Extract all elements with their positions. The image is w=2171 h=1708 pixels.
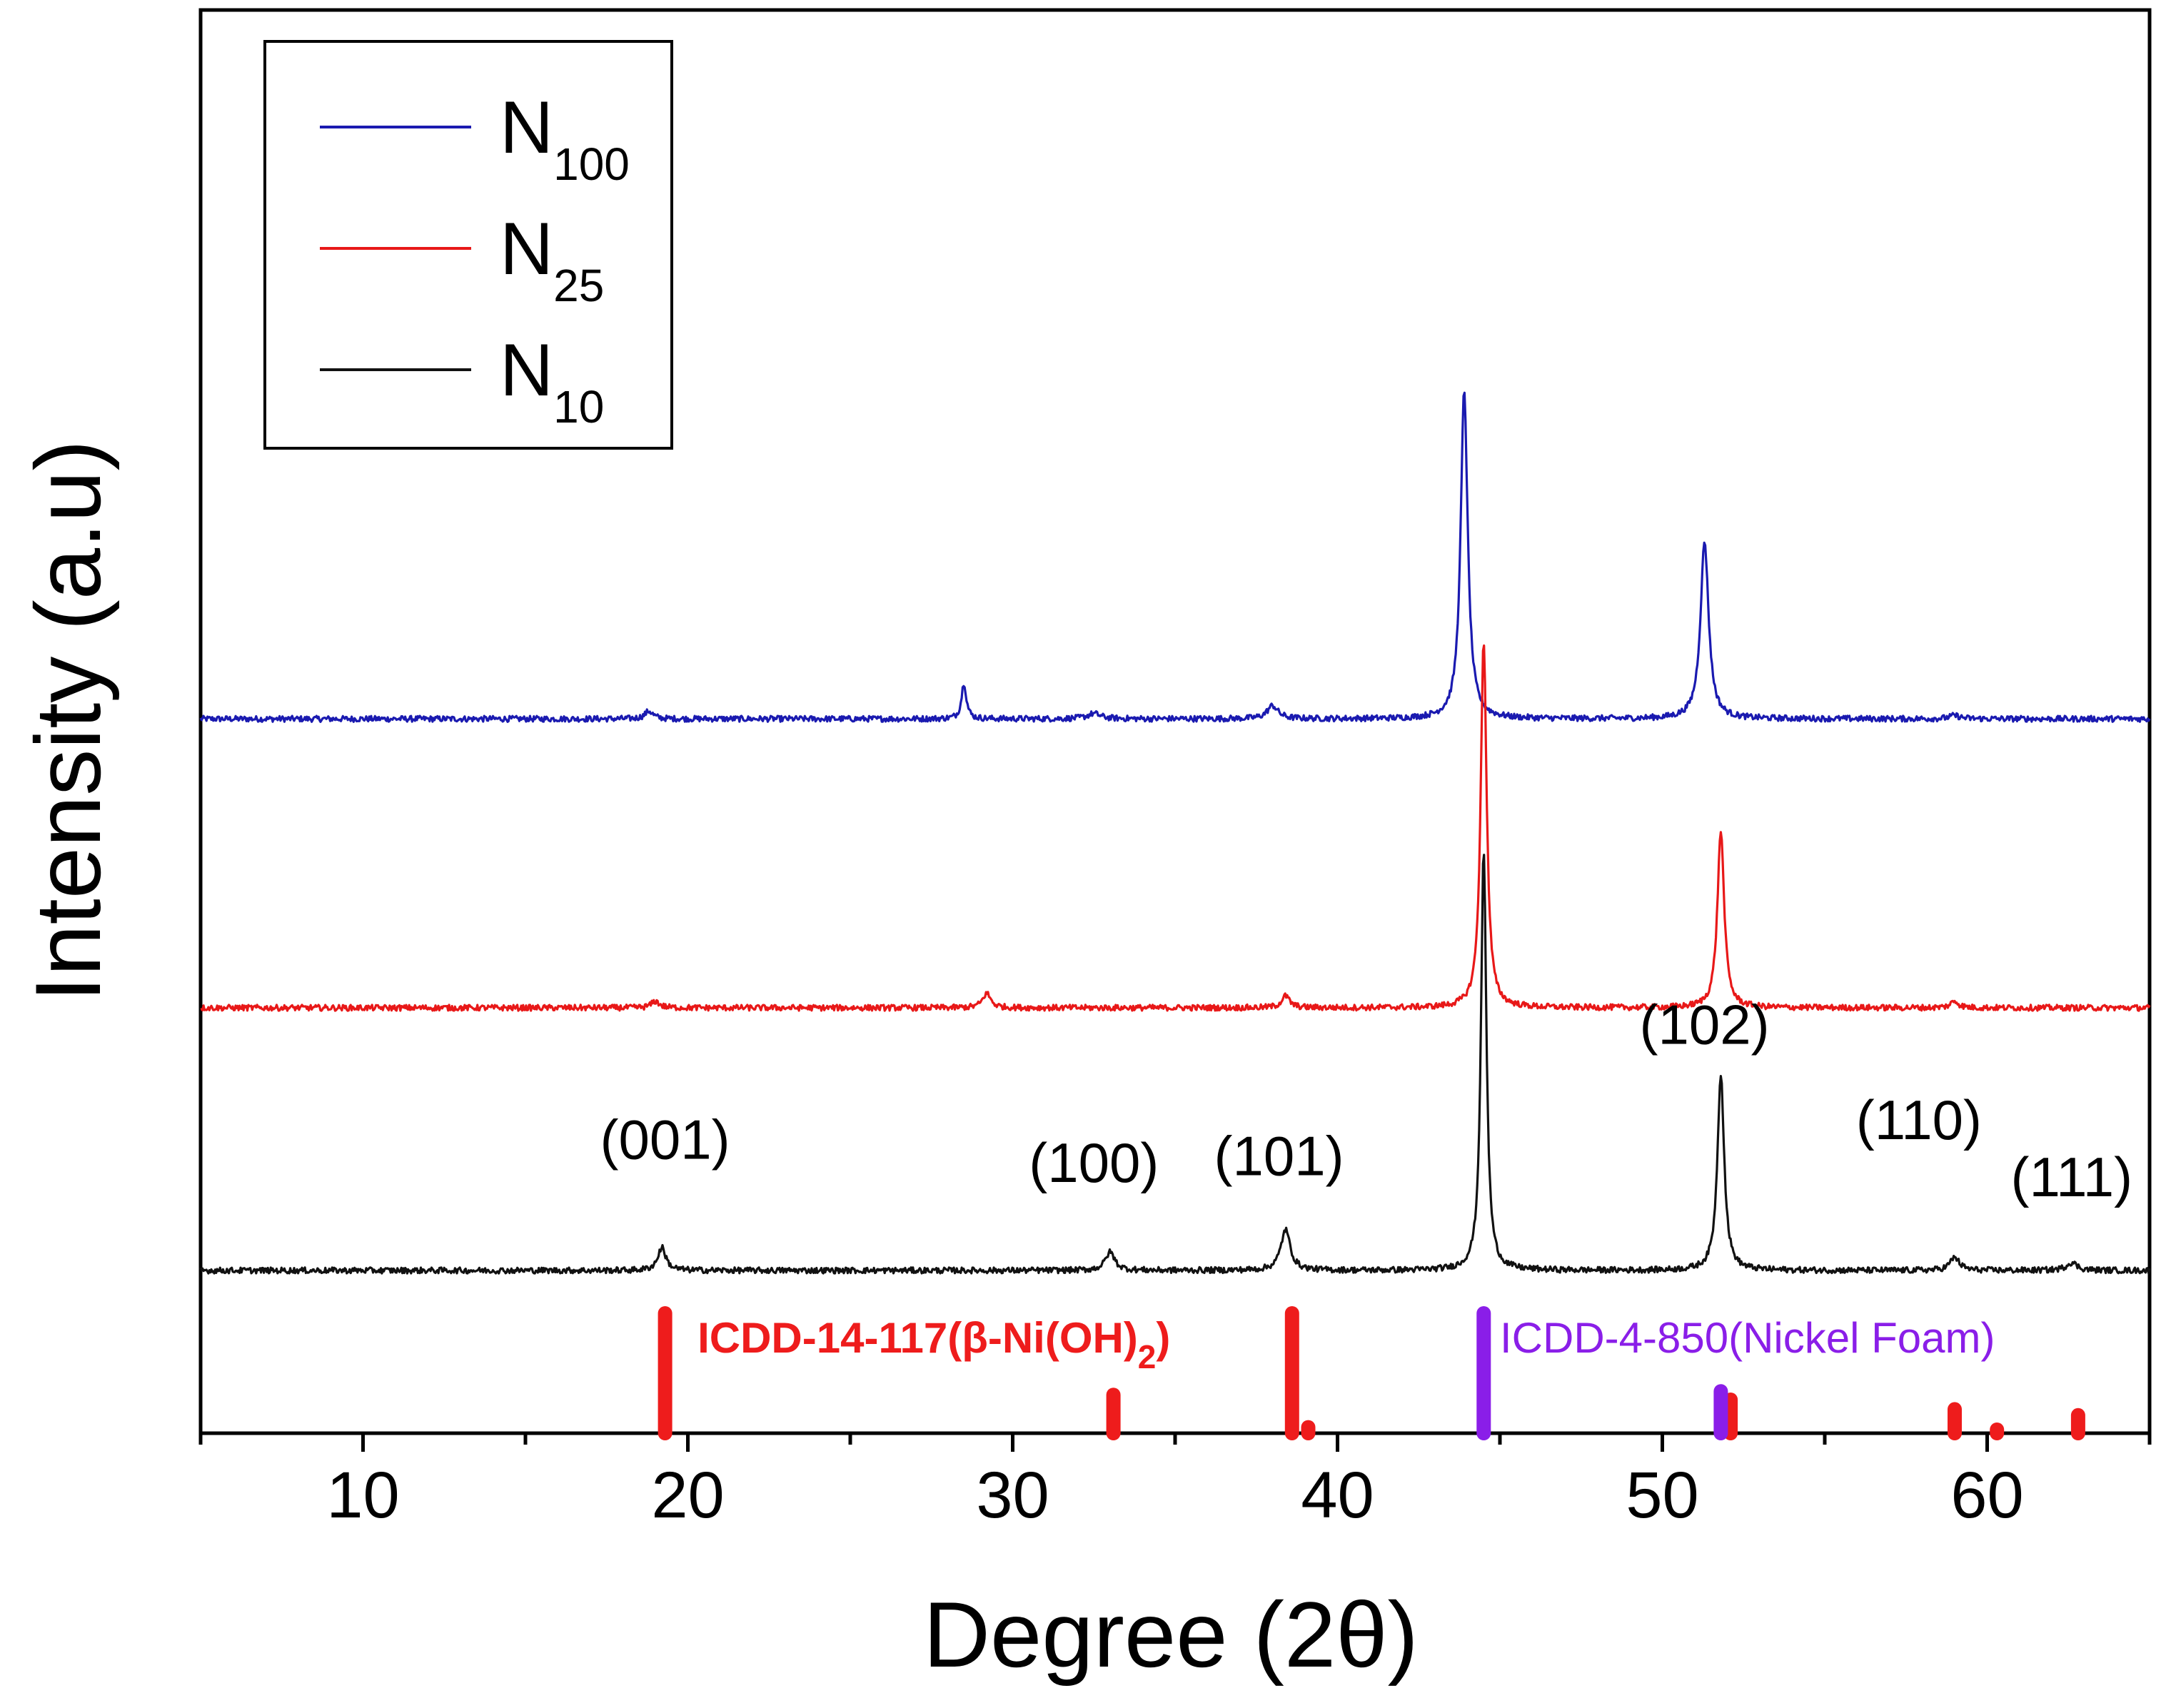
- legend-label-main: N: [500, 208, 553, 290]
- peak-annotations: (001) (100) (101) (102) (110) (111): [600, 994, 2133, 1208]
- reference-label-subscript: 2: [1138, 1338, 1157, 1375]
- series-line-n10: [199, 854, 2151, 1275]
- legend-item-n25: N25: [320, 208, 604, 311]
- peak-annotation: (101): [1214, 1125, 1344, 1188]
- reference-label-close: ): [1156, 1314, 1170, 1362]
- x-axis-ticks: [198, 1433, 2152, 1452]
- legend-item-n100: N100: [320, 86, 630, 190]
- peak-annotation: (001): [600, 1108, 730, 1171]
- legend-label-subscript: 100: [553, 138, 630, 190]
- reference-label-icdd-4-850: ICDD-4-850(Nickel Foam): [1500, 1314, 1995, 1362]
- x-tick-label: 60: [1950, 1459, 2023, 1532]
- x-tick-label: 10: [326, 1459, 399, 1532]
- reference-label-icdd-14-117: ICDD-14-117(β-Ni(OH)2): [697, 1314, 1170, 1375]
- peak-annotation: (102): [1640, 994, 1770, 1056]
- x-axis-tick-labels: 10 20 30 40 50 60: [326, 1459, 2023, 1532]
- legend-label-main: N: [500, 329, 553, 412]
- peak-annotation: (100): [1029, 1131, 1159, 1194]
- legend-label: N100: [500, 86, 630, 190]
- series-line-n25: [200, 644, 2151, 1012]
- reference-label: ICDD-14-117(β-Ni(OH)2): [697, 1314, 1170, 1375]
- legend-label: N25: [500, 208, 604, 311]
- reference-label: ICDD-4-850(Nickel Foam): [1500, 1314, 1995, 1362]
- y-axis-title: Intensity (a.u): [16, 440, 120, 1002]
- x-tick-label: 20: [651, 1459, 724, 1532]
- x-tick-label: 50: [1626, 1459, 1698, 1532]
- x-tick-label: 30: [976, 1459, 1049, 1532]
- x-axis-title: Degree (2θ): [923, 1582, 1419, 1687]
- peak-annotation: (111): [2011, 1146, 2133, 1208]
- legend-item-n10: N10: [320, 329, 604, 433]
- series-layer: [199, 391, 2151, 1275]
- legend-box: [263, 40, 673, 450]
- legend-label-main: N: [500, 86, 553, 169]
- x-tick-label: 40: [1301, 1459, 1374, 1532]
- reference-label-main: ICDD-14-117(β-Ni(OH): [697, 1314, 1138, 1362]
- series-line-n100: [199, 391, 2151, 723]
- reference-label-main: ICDD-4-850(Nickel Foam): [1500, 1314, 1995, 1362]
- reference-sticks: [658, 1306, 2085, 1440]
- legend-label-subscript: 10: [553, 381, 604, 433]
- legend-label-subscript: 25: [553, 260, 604, 311]
- legend-label: N10: [500, 329, 604, 433]
- peak-annotation: (110): [1856, 1088, 1982, 1151]
